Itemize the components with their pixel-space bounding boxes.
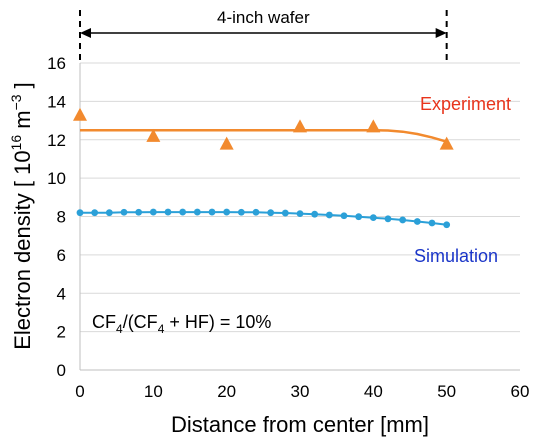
wafer-span-label: 4-inch wafer — [217, 8, 310, 27]
y-label-main: Electron density [ 10 — [10, 150, 35, 349]
experiment-series-label: Experiment — [420, 94, 511, 114]
x-tick-label: 30 — [291, 382, 310, 401]
x-tick-label: 20 — [217, 382, 236, 401]
condition-part-b: /(CF — [123, 312, 158, 332]
x-tick-labels: 0 10 20 30 40 50 60 — [75, 382, 529, 401]
wafer-arrow-left-head — [80, 28, 91, 38]
x-tick-label: 50 — [437, 382, 456, 401]
x-tick-label: 10 — [144, 382, 163, 401]
simulation-point — [340, 212, 348, 220]
simulation-line — [80, 211, 447, 226]
y-tick-labels: 0 2 4 6 8 10 12 14 16 — [47, 54, 66, 380]
simulation-point — [135, 208, 143, 216]
experiment-point — [293, 119, 307, 133]
experiment-point — [366, 119, 381, 133]
simulation-point — [120, 208, 128, 216]
series-layer — [73, 107, 454, 229]
simulation-point — [237, 208, 245, 216]
simulation-point — [267, 209, 275, 217]
series-experiment — [73, 107, 454, 150]
y-tick-label: 12 — [47, 131, 66, 150]
simulation-point — [91, 209, 99, 217]
y-tick-label: 2 — [57, 323, 66, 342]
simulation-series-label: Simulation — [414, 246, 498, 266]
x-tick-label: 0 — [75, 382, 84, 401]
y-tick-label: 16 — [47, 54, 66, 73]
simulation-point — [223, 208, 231, 216]
experiment-point — [146, 128, 161, 142]
y-axis-label: Electron density [ 1016 m−3 ] — [8, 82, 35, 350]
y-tick-label: 14 — [47, 92, 66, 111]
simulation-point — [76, 209, 84, 217]
y-tick-label: 10 — [47, 169, 66, 188]
simulation-point — [428, 219, 436, 227]
experiment-point — [439, 136, 454, 150]
condition-sub-b: 4 — [158, 322, 165, 336]
y-label-sup2: −3 — [8, 94, 24, 110]
simulation-point — [149, 208, 157, 216]
condition-annotation: CF4/(CF4 + HF) = 10% — [92, 312, 271, 336]
series-simulation — [76, 208, 451, 229]
simulation-point — [296, 210, 304, 218]
simulation-point — [399, 216, 407, 224]
simulation-point — [325, 211, 333, 219]
x-axis-label: Distance from center [mm] — [171, 412, 429, 437]
condition-part-a: CF — [92, 312, 116, 332]
y-tick-label: 0 — [57, 361, 66, 380]
condition-part-c: + HF) = 10% — [164, 312, 271, 332]
simulation-point — [105, 209, 113, 217]
simulation-point — [208, 208, 216, 216]
y-label-sup1: 16 — [8, 135, 24, 151]
simulation-point — [179, 208, 187, 216]
simulation-point — [281, 209, 289, 217]
condition-sub-a: 4 — [116, 322, 123, 336]
simulation-point — [193, 208, 201, 216]
x-tick-label: 40 — [364, 382, 383, 401]
experiment-point — [73, 107, 87, 121]
wafer-arrow-right-head — [435, 28, 447, 38]
simulation-point — [355, 213, 363, 221]
y-tick-label: 4 — [57, 284, 66, 303]
y-tick-label: 8 — [57, 208, 66, 227]
simulation-point — [164, 208, 172, 216]
simulation-point — [369, 214, 377, 222]
experiment-point — [219, 136, 234, 150]
simulation-point — [413, 218, 421, 225]
y-label-close: ] — [10, 82, 35, 94]
simulation-point — [384, 215, 392, 223]
simulation-point — [443, 221, 451, 229]
x-tick-label: 60 — [511, 382, 530, 401]
simulation-point — [311, 210, 319, 218]
y-tick-label: 6 — [57, 246, 66, 265]
wafer-span-annotation: 4-inch wafer — [79, 8, 448, 62]
simulation-point — [252, 208, 260, 216]
experiment-fit-curve — [80, 128, 448, 143]
y-label-unit: m — [10, 110, 35, 134]
